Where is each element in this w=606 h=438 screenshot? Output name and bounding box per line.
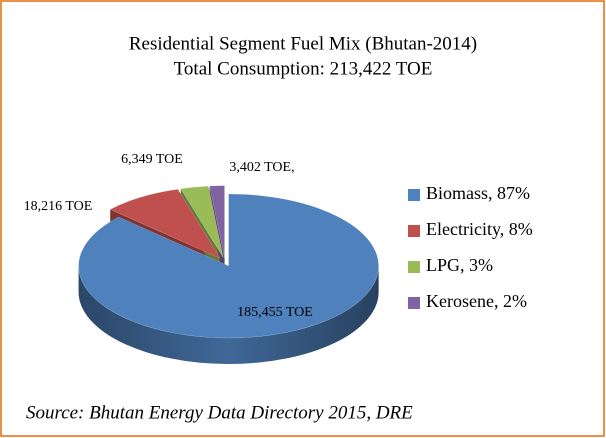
slice [78, 193, 379, 339]
data-label: 3,402 TOE, [229, 160, 294, 175]
slice [109, 189, 221, 259]
data-label: 185,455 TOE [237, 305, 313, 320]
legend-swatch [408, 225, 420, 237]
legend-swatch [408, 297, 420, 309]
legend-swatch [408, 261, 420, 273]
legend-label: Kerosene, 2% [426, 291, 527, 311]
source-note: Source: Bhutan Energy Data Directory 201… [26, 402, 413, 423]
legend-label: Electricity, 8% [426, 219, 533, 239]
slice-wall-shade [78, 265, 379, 364]
legend-label: LPG, 3% [426, 255, 493, 275]
pie-tops [78, 185, 379, 339]
chart-subtitle: Total Consumption: 213,422 TOE [174, 58, 433, 79]
slice [180, 185, 224, 258]
legend-swatch [408, 189, 420, 201]
data-label: 18,216 TOE [24, 199, 93, 214]
chart-title: Residential Segment Fuel Mix (Bhutan-201… [129, 33, 477, 54]
slice [209, 185, 225, 258]
legend-label: Biomass, 87% [426, 183, 530, 203]
data-label: 6,349 TOE [121, 152, 183, 167]
